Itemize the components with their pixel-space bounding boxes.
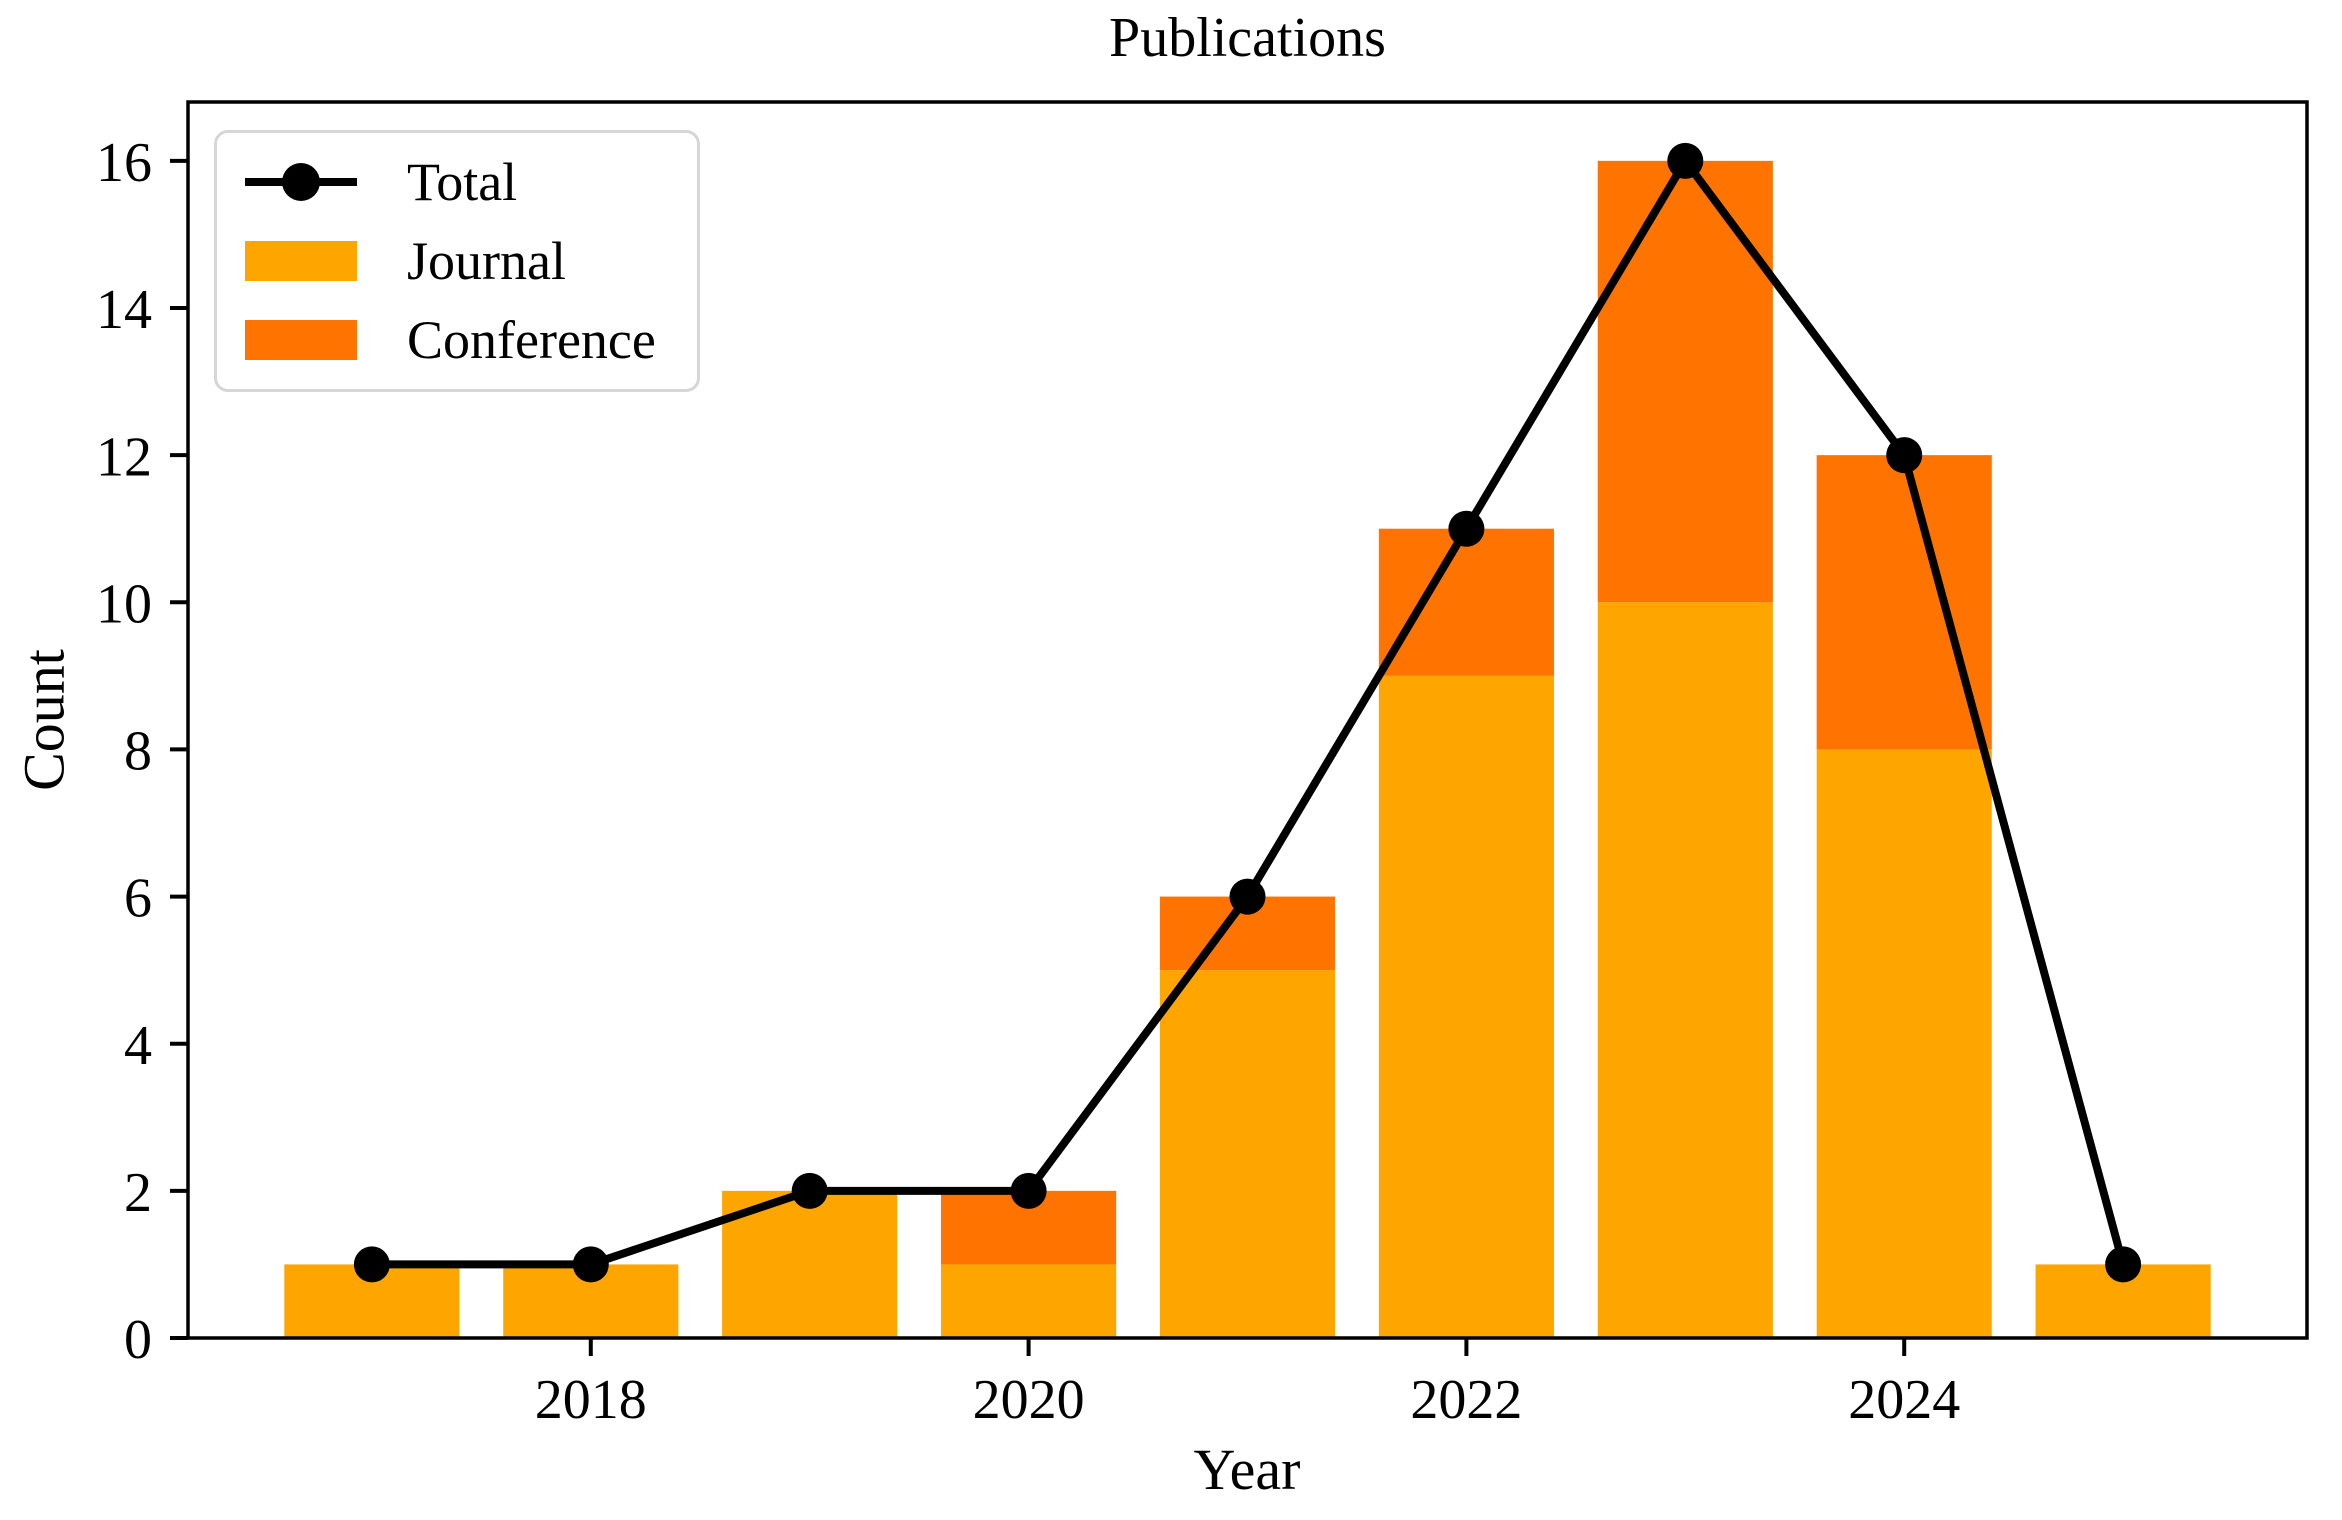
total-marker-2021 [1229,878,1266,915]
total-line-sample [245,162,357,202]
axes-spines [186,100,2309,1340]
y-tick-label: 0 [124,1309,152,1371]
legend-label-conference: Conference [407,310,656,370]
bar-journal-2019 [722,1190,898,1338]
chart-title: Publications [1109,7,1386,69]
total-marker-icon [282,163,320,201]
conference-color-swatch [245,320,357,360]
legend-label-journal: Journal [407,231,566,291]
x-tick-label: 2024 [1848,1369,1960,1431]
y-tick-label: 2 [124,1162,152,1224]
total-marker-2023 [1667,142,1704,179]
x-tick-label: 2020 [973,1369,1085,1431]
y-tick-label: 16 [96,132,152,194]
y-tick-label: 12 [96,426,152,488]
x-tick-label: 2018 [535,1369,647,1431]
y-tick-label: 8 [124,721,152,783]
y-tick-label: 4 [124,1015,152,1077]
y-tick-label: 10 [96,573,152,635]
bar-journal-2020 [941,1264,1117,1338]
x-axis-label: Year [1193,1437,1301,1502]
y-tick-label: 14 [96,279,152,341]
legend-item-journal: Journal [245,234,669,288]
bar-conference-2024 [1816,455,1992,750]
legend-item-conference: Conference [245,313,669,367]
x-tick-label: 2022 [1410,1369,1522,1431]
y-tick-label: 6 [124,868,152,930]
bar-conference-2023 [1597,160,1773,603]
total-marker-2022 [1448,510,1485,547]
bar-journal-2023 [1597,602,1773,1338]
total-marker-2020 [1010,1172,1047,1209]
legend: Total Journal Conference [214,130,700,392]
legend-item-total: Total [245,155,669,209]
y-axis-label: Count [11,649,77,791]
bar-journal-2022 [1378,675,1554,1338]
legend-label-total: Total [407,152,518,212]
total-marker-2018 [572,1246,609,1283]
bar-journal-2021 [1159,970,1336,1338]
bar-conference-2022 [1378,528,1554,676]
total-marker-2025 [2105,1246,2142,1283]
bar-journal-2024 [1816,749,1992,1338]
journal-color-swatch [245,241,357,281]
total-marker-2024 [1886,437,1923,474]
total-marker-2019 [791,1172,828,1209]
total-marker-2017 [353,1246,390,1283]
